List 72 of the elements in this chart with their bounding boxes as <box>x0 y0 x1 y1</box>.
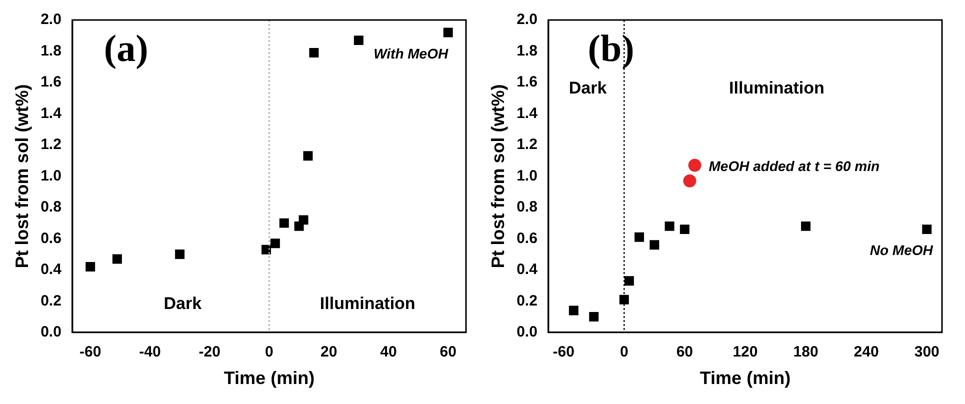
y-tick-label: 0.4 <box>40 261 62 278</box>
point <box>112 254 122 264</box>
y-tick-label: 1.8 <box>516 42 538 60</box>
point <box>664 221 674 231</box>
series-label: No MeOH <box>870 242 934 258</box>
y-tick-label: 0.2 <box>40 292 62 310</box>
annotation: Illumination <box>320 294 416 313</box>
y-tick-label: 0.8 <box>516 198 538 216</box>
y-tick-label: 0.6 <box>516 230 538 247</box>
y-tick-label: 1.6 <box>516 74 538 91</box>
point <box>650 240 660 250</box>
x-tick-label: 240 <box>854 344 879 361</box>
annotation: (a) <box>104 28 148 70</box>
y-tick-label: 1.0 <box>516 167 538 184</box>
y-tick-label: 1.8 <box>40 42 62 60</box>
point <box>279 218 289 228</box>
x-tick-label: 300 <box>914 344 940 361</box>
point <box>634 232 644 242</box>
x-tick-label: -40 <box>139 344 161 361</box>
point <box>624 276 634 286</box>
x-tick-label: 0 <box>265 344 274 361</box>
y-axis-title: Pt lost from sol (wt%) <box>488 84 508 268</box>
point <box>309 48 319 58</box>
y-tick-label: 1.0 <box>40 167 62 184</box>
point <box>688 158 702 172</box>
x-tick-label: 120 <box>732 344 758 361</box>
y-tick-label: 1.2 <box>516 136 538 154</box>
x-tick-label: -60 <box>79 344 102 361</box>
point <box>270 238 280 248</box>
annotation: (b) <box>588 28 634 70</box>
point <box>303 151 313 161</box>
x-tick-label: 60 <box>440 344 456 361</box>
point <box>683 174 696 188</box>
x-tick-label: 20 <box>320 344 338 361</box>
y-tick-label: 0.0 <box>40 324 62 341</box>
x-tick-label: 40 <box>380 344 397 361</box>
y-tick-label: 0.6 <box>40 230 62 247</box>
annotation: Dark <box>568 78 608 98</box>
x-tick-label: 180 <box>793 344 818 361</box>
x-tick-label: -60 <box>552 344 574 361</box>
x-tick-label: 0 <box>620 344 628 361</box>
point <box>262 244 271 254</box>
y-axis-title: Pt lost from sol (wt%) <box>12 84 32 268</box>
series-label: With MeOH <box>374 45 449 62</box>
point <box>86 262 96 272</box>
point <box>922 224 932 234</box>
point <box>354 36 364 46</box>
y-tick-label: 0.0 <box>516 324 538 341</box>
point <box>619 294 629 304</box>
y-tick-label: 1.2 <box>40 136 62 154</box>
point <box>175 250 185 260</box>
x-tick-label: 60 <box>676 344 694 361</box>
point <box>298 215 308 225</box>
point <box>680 224 690 234</box>
point <box>443 28 453 38</box>
point <box>568 306 578 316</box>
y-tick-label: 0.4 <box>516 261 538 278</box>
y-tick-label: 0.8 <box>40 198 62 216</box>
y-tick-label: 1.6 <box>40 74 62 91</box>
y-tick-label: 1.4 <box>516 104 538 122</box>
y-tick-label: 2.0 <box>40 11 62 28</box>
annotation: Dark <box>164 294 202 313</box>
x-tick-label: -20 <box>198 344 220 361</box>
annotation: Illumination <box>729 78 824 98</box>
point <box>801 221 811 231</box>
x-axis-title: Time (min) <box>700 368 791 388</box>
series-label: MeOH added at t = 60 min <box>708 158 880 174</box>
y-tick-label: 1.4 <box>40 104 62 122</box>
y-tick-label: 0.2 <box>516 292 538 310</box>
x-axis-title: Time (min) <box>224 368 315 388</box>
y-tick-label: 2.0 <box>516 11 538 28</box>
point <box>589 312 599 322</box>
